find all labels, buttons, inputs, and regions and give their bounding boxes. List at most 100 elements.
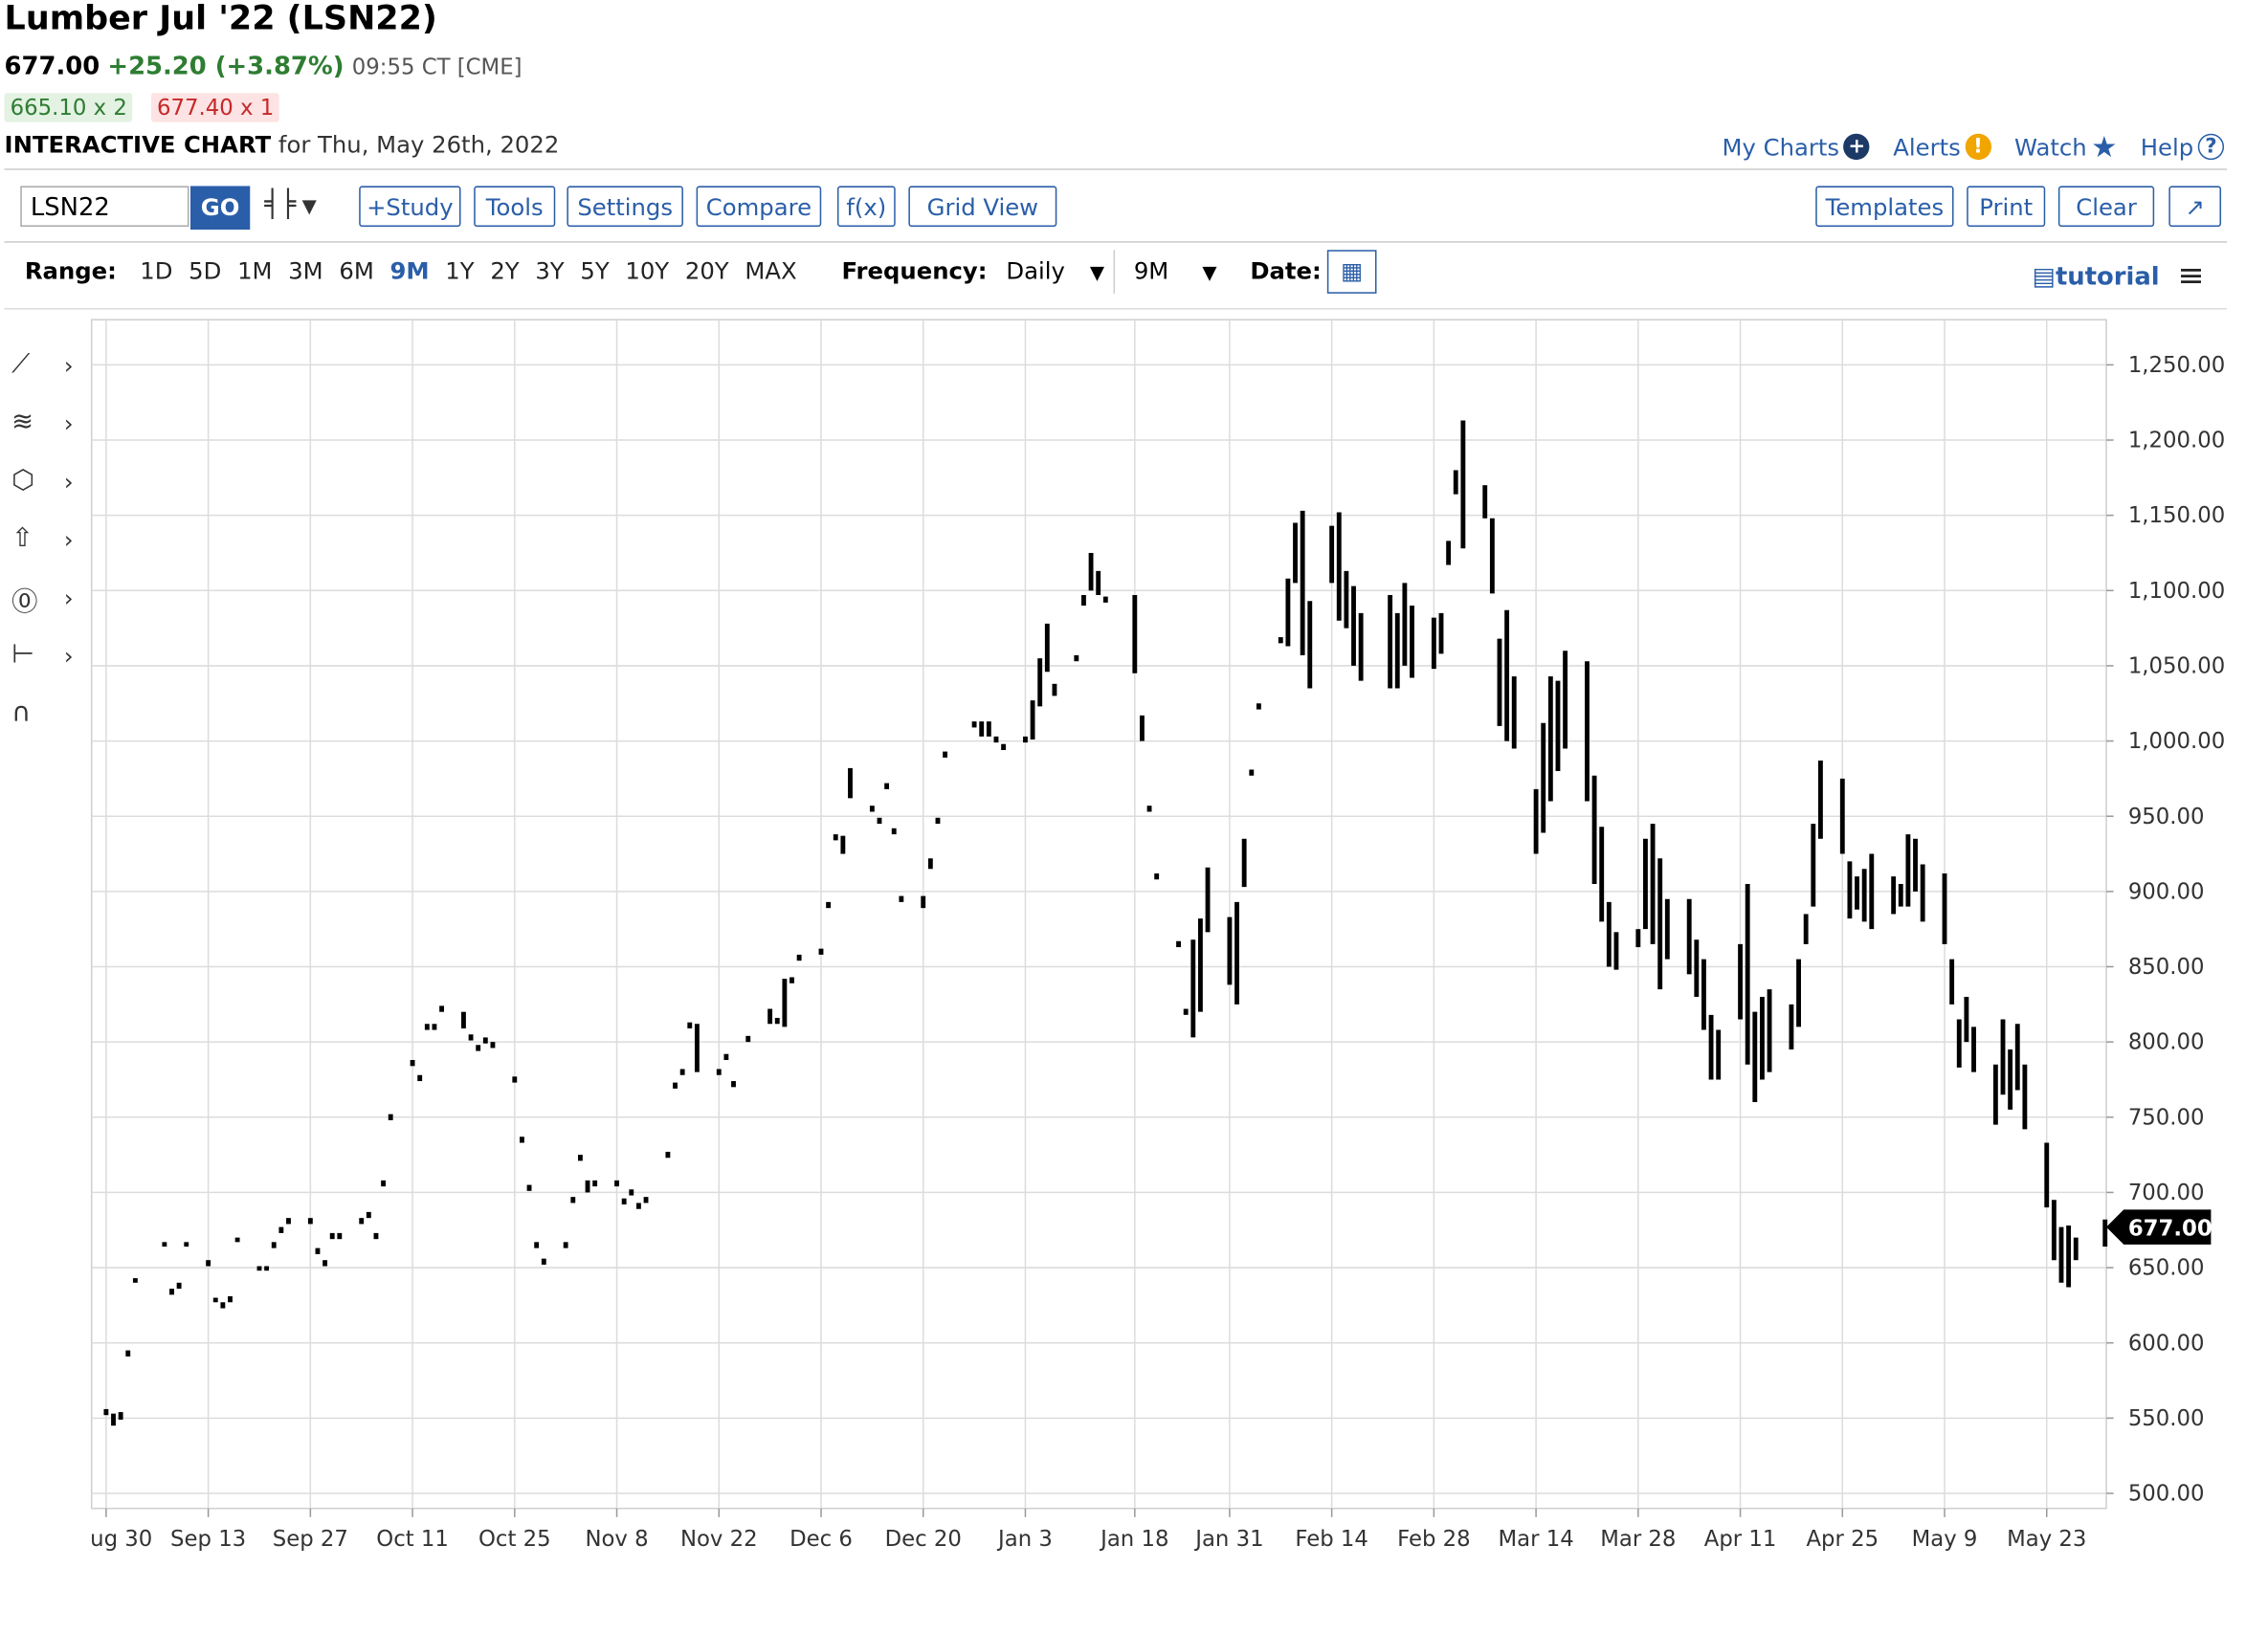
- tutorial-link[interactable]: ▤tutorial: [2033, 263, 2160, 292]
- trendline-tool[interactable]: ⟋ ›: [11, 349, 84, 393]
- bar-type-selector[interactable]: ╡╞ ▼: [264, 188, 316, 219]
- y-tick-label: 1,100.00: [2128, 579, 2225, 604]
- y-tick-label: 700.00: [2128, 1181, 2205, 1205]
- chevron-right-icon: ›: [63, 351, 74, 380]
- shape-icon: ⬡: [11, 465, 35, 496]
- annotation-tool[interactable]: ⓪ ›: [11, 582, 84, 626]
- range-5d[interactable]: 5D: [189, 256, 222, 285]
- function-button[interactable]: f(x): [836, 186, 896, 227]
- plot-area: [90, 319, 2107, 1510]
- y-tick-label: 600.00: [2128, 1331, 2205, 1356]
- grid-view-button[interactable]: Grid View: [908, 186, 1057, 227]
- range-1y[interactable]: 1Y: [445, 256, 475, 285]
- range-3y[interactable]: 3Y: [535, 256, 565, 285]
- menu-icon[interactable]: ≡: [2177, 258, 2205, 296]
- shape-tool[interactable]: ⬡ ›: [11, 465, 84, 509]
- range-max[interactable]: MAX: [745, 256, 797, 285]
- go-button[interactable]: GO: [189, 186, 251, 231]
- price-change: +25.20 (+3.87%): [107, 52, 345, 82]
- chevron-right-icon: ›: [63, 409, 74, 438]
- range-20y[interactable]: 20Y: [684, 256, 729, 285]
- chevron-right-icon: ›: [63, 642, 74, 671]
- frequency-selector[interactable]: Frequency: Daily ▼: [842, 257, 1105, 285]
- alert-icon: !: [1965, 133, 1991, 161]
- x-tick-label: Jan 3: [996, 1527, 1053, 1552]
- magnet-tool[interactable]: ∩: [11, 697, 84, 741]
- compare-button[interactable]: Compare: [696, 186, 822, 227]
- templates-button[interactable]: Templates: [1815, 186, 1954, 227]
- chevron-down-icon: ▼: [1202, 262, 1217, 285]
- x-tick-label: Oct 11: [376, 1527, 449, 1552]
- divider: [4, 168, 2228, 170]
- x-tick-label: Sep 27: [273, 1527, 348, 1552]
- arrow-tool[interactable]: ⇧ ›: [11, 523, 84, 567]
- bid-badge: 665.10 x 2: [4, 93, 133, 122]
- x-tick-label: May 23: [2007, 1527, 2086, 1552]
- y-tick-label: 650.00: [2128, 1256, 2205, 1281]
- range-1d[interactable]: 1D: [140, 256, 173, 285]
- x-tick-label: Dec 6: [789, 1527, 853, 1552]
- study-button[interactable]: +Study: [359, 186, 461, 227]
- range-6m[interactable]: 6M: [339, 256, 374, 285]
- chevron-right-icon: ›: [63, 468, 74, 496]
- film-icon: ▤: [2032, 262, 2056, 293]
- fibonacci-tool[interactable]: ≋ ›: [11, 407, 84, 451]
- range-2y[interactable]: 2Y: [490, 256, 520, 285]
- my-charts-link[interactable]: My Charts +: [1723, 133, 1870, 161]
- x-tick-label: Jan 18: [1099, 1527, 1168, 1552]
- x-tick-label: Oct 25: [478, 1527, 551, 1552]
- y-tick-label: 900.00: [2128, 879, 2205, 904]
- range-selector: Range: 1D 5D 1M 3M 6M 9M 1Y 2Y 3Y 5Y 10Y 20Y MAX: [25, 257, 797, 285]
- tools-button[interactable]: Tools: [474, 186, 556, 227]
- chart-heading: INTERACTIVE CHART for Thu, May 26th, 202…: [5, 131, 560, 159]
- y-tick-label: 850.00: [2128, 955, 2205, 980]
- circle-label-icon: ⓪: [11, 586, 38, 618]
- period-selector[interactable]: 9M ▼: [1134, 257, 1217, 285]
- help-link[interactable]: Help ?: [2141, 133, 2225, 161]
- y-tick-label: 500.00: [2128, 1482, 2205, 1507]
- calendar-icon[interactable]: ▦: [1326, 250, 1377, 294]
- date-label-wrap: Date:: [1250, 257, 1321, 285]
- arrow-up-icon: ⇧: [11, 522, 34, 554]
- print-button[interactable]: Print: [1967, 186, 2046, 227]
- measure-tool[interactable]: ⊢ ›: [11, 639, 84, 683]
- settings-button[interactable]: Settings: [567, 186, 683, 227]
- x-tick-label: Apr 11: [1704, 1527, 1777, 1552]
- chevron-down-icon: ▼: [296, 196, 317, 218]
- quote-line: 677.00 +25.20 (+3.87%) 09:55 CT [CME]: [5, 53, 523, 81]
- y-tick-label: 750.00: [2128, 1105, 2205, 1130]
- alerts-link[interactable]: Alerts !: [1893, 132, 1991, 161]
- range-10y[interactable]: 10Y: [625, 256, 670, 285]
- chart-date: for Thu, May 26th, 2022: [278, 130, 560, 159]
- y-tick-label: 950.00: [2128, 805, 2205, 829]
- question-icon: ?: [2197, 133, 2225, 161]
- x-tick-label: Nov 22: [680, 1527, 758, 1552]
- alerts-label: Alerts: [1893, 132, 1961, 161]
- last-price-marker: [2106, 1209, 2212, 1245]
- divider: [1113, 250, 1116, 294]
- clear-button[interactable]: Clear: [2057, 186, 2155, 227]
- range-9m[interactable]: 9M: [389, 256, 430, 285]
- expand-button[interactable]: ↗: [2168, 186, 2222, 227]
- plus-icon: +: [1843, 133, 1870, 161]
- range-5y[interactable]: 5Y: [580, 256, 610, 285]
- star-icon: ★: [2091, 129, 2118, 165]
- ohlc-bar-icon: ╡╞: [264, 188, 297, 220]
- x-tick-label: Jan 31: [1193, 1527, 1263, 1552]
- x-tick-label: Sep 13: [170, 1527, 246, 1552]
- range-1m[interactable]: 1M: [237, 256, 273, 285]
- my-charts-label: My Charts: [1722, 132, 1840, 161]
- x-tick-label: Dec 20: [885, 1527, 962, 1552]
- range-options: 1D 5D 1M 3M 6M 9M 1Y 2Y 3Y 5Y 10Y 20Y MAX: [124, 256, 797, 285]
- x-tick-label: ug 30: [90, 1527, 152, 1552]
- symbol-input[interactable]: LSN22: [20, 186, 189, 227]
- line-draw-icon: ⟋: [11, 348, 31, 380]
- y-tick-label: 1,000.00: [2128, 729, 2225, 754]
- x-tick-label: Nov 8: [585, 1527, 648, 1552]
- watch-link[interactable]: Watch ★: [2014, 129, 2117, 164]
- x-tick-label: Mar 14: [1499, 1527, 1574, 1552]
- quote-time: 09:55 CT [CME]: [351, 54, 523, 80]
- chevron-down-icon: ▼: [1089, 262, 1105, 285]
- range-3m[interactable]: 3M: [288, 256, 323, 285]
